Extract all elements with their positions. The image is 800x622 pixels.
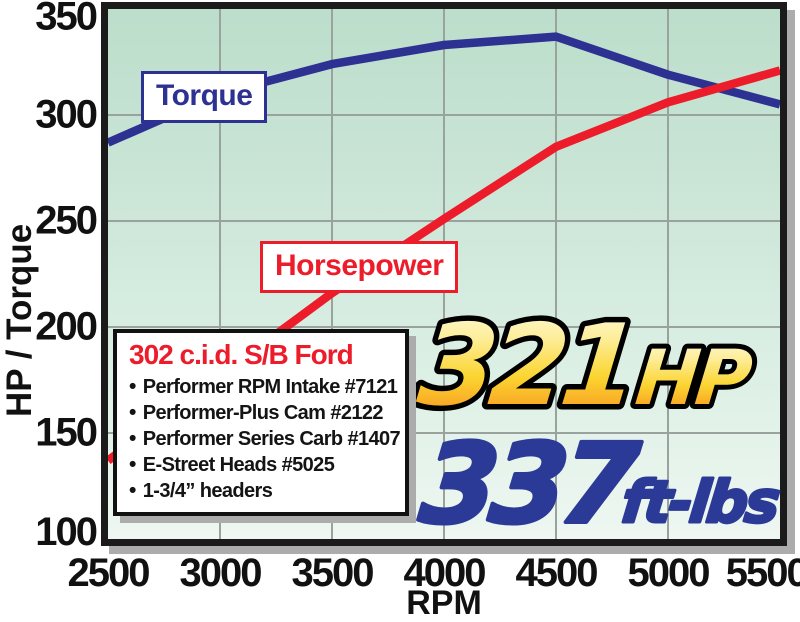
spec-box: 302 c.i.d. S/B Ford • Performer RPM Intak… [113,329,409,517]
x-tick-label: 4000 [403,551,487,595]
x-tick-label: 3000 [179,551,263,595]
y-tick-label: 100 [35,510,98,555]
y-tick-label: 300 [35,92,98,137]
x-tick-label: 5000 [627,551,711,595]
spec-item-text: Performer Series Carb #1407 [142,428,401,451]
spec-item-text: Performer-Plus Cam #2122 [142,402,384,425]
bullet-icon: • [129,427,136,451]
x-tick-label: 2500 [67,551,151,595]
y-tick-label: 200 [35,304,98,349]
tq-unit-text: ft-lbs [618,468,781,536]
spec-item: • Performer-Plus Cam #2122 [129,400,397,426]
spec-box-title: 302 c.i.d. S/B Ford [129,339,354,370]
plot-area: 321 HP 337 ft-lbs Torque Horsepower 302 … [101,2,787,551]
bullet-icon: • [129,375,136,399]
y-tick-label: 250 [35,198,98,243]
hp-unit-text: HP [632,333,756,422]
hp-value-text: 321 [413,301,639,431]
torque-result: 337 ft-lbs [413,419,783,551]
bullet-icon: • [129,479,136,503]
x-tick-label: 4500 [515,551,599,595]
spec-item: • Performer RPM Intake #7121 [129,374,398,400]
y-tick-label: 150 [35,410,98,455]
bullet-icon: • [129,401,136,425]
y-tick-label: 350 [35,0,98,39]
y-axis-title: HP / Torque [0,223,39,417]
spec-item-text: E-Street Heads #5025 [142,454,335,477]
spec-item: • 1-3/4” headers [129,478,397,504]
x-tick-label: 5500 [725,551,800,595]
x-tick-label: 3500 [291,551,375,595]
hp-result: 321 HP [407,296,760,437]
spec-item: • E-Street Heads #5025 [129,452,397,478]
spec-item: • Performer Series Carb #1407 [129,426,401,452]
x-axis-title: RPM [406,584,482,622]
torque-curve-label: Torque [141,71,268,123]
bullet-icon: • [129,453,136,477]
spec-list: • Performer RPM Intake #7121 • Performer-Pl… [129,374,401,504]
tq-value-text: 337 [415,421,644,549]
horsepower-curve-label: Horsepower [260,241,459,293]
spec-item-text: Performer RPM Intake #7121 [142,376,398,399]
spec-item-text: 1-3/4” headers [142,480,273,503]
